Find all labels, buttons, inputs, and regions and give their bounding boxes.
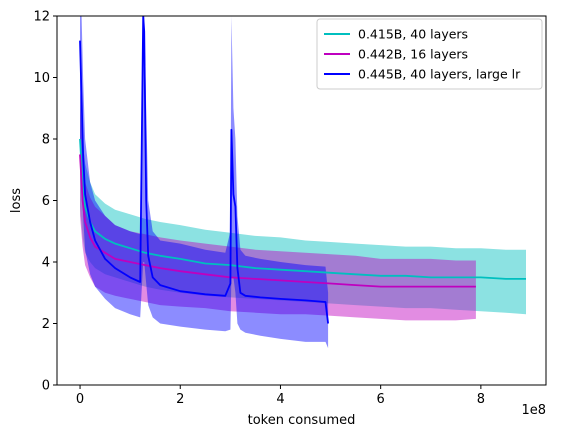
y-tick-label: 12 xyxy=(33,10,50,25)
series-line-2 xyxy=(79,154,476,288)
x-axis-offset-label: 1e8 xyxy=(521,403,546,418)
y-tick-label: 4 xyxy=(42,256,50,271)
y-tick-label: 10 xyxy=(33,71,50,86)
legend-label: 0.445B, 40 layers, large lr xyxy=(358,67,521,82)
y-axis: 0 2 4 6 8 10 12 xyxy=(33,10,57,394)
y-tick-label: 0 xyxy=(42,379,50,394)
x-tick-label: 0 xyxy=(76,392,84,407)
x-tick-label: 8 xyxy=(477,392,485,407)
legend-label: 0.415B, 40 layers xyxy=(358,27,468,42)
y-tick-label: 2 xyxy=(42,317,50,332)
y-tick-label: 8 xyxy=(42,133,50,148)
x-axis: 0 2 4 6 8 xyxy=(76,385,485,407)
series-band-2 xyxy=(80,92,476,321)
y-tick-label: 6 xyxy=(42,194,50,209)
y-axis-label: loss xyxy=(9,188,24,213)
series-lines xyxy=(79,16,526,324)
legend-box xyxy=(316,18,543,90)
series-band-1 xyxy=(80,92,526,315)
legend: 0.415B, 40 layers 0.442B, 16 layers 0.445B… xyxy=(316,18,543,90)
x-tick-label: 2 xyxy=(176,392,184,407)
x-tick-label: 4 xyxy=(276,392,284,407)
x-axis-label: token consumed xyxy=(248,413,356,428)
series-line-3 xyxy=(79,16,329,324)
x-tick-label: 6 xyxy=(377,392,385,407)
legend-label: 0.442B, 16 layers xyxy=(358,47,468,62)
